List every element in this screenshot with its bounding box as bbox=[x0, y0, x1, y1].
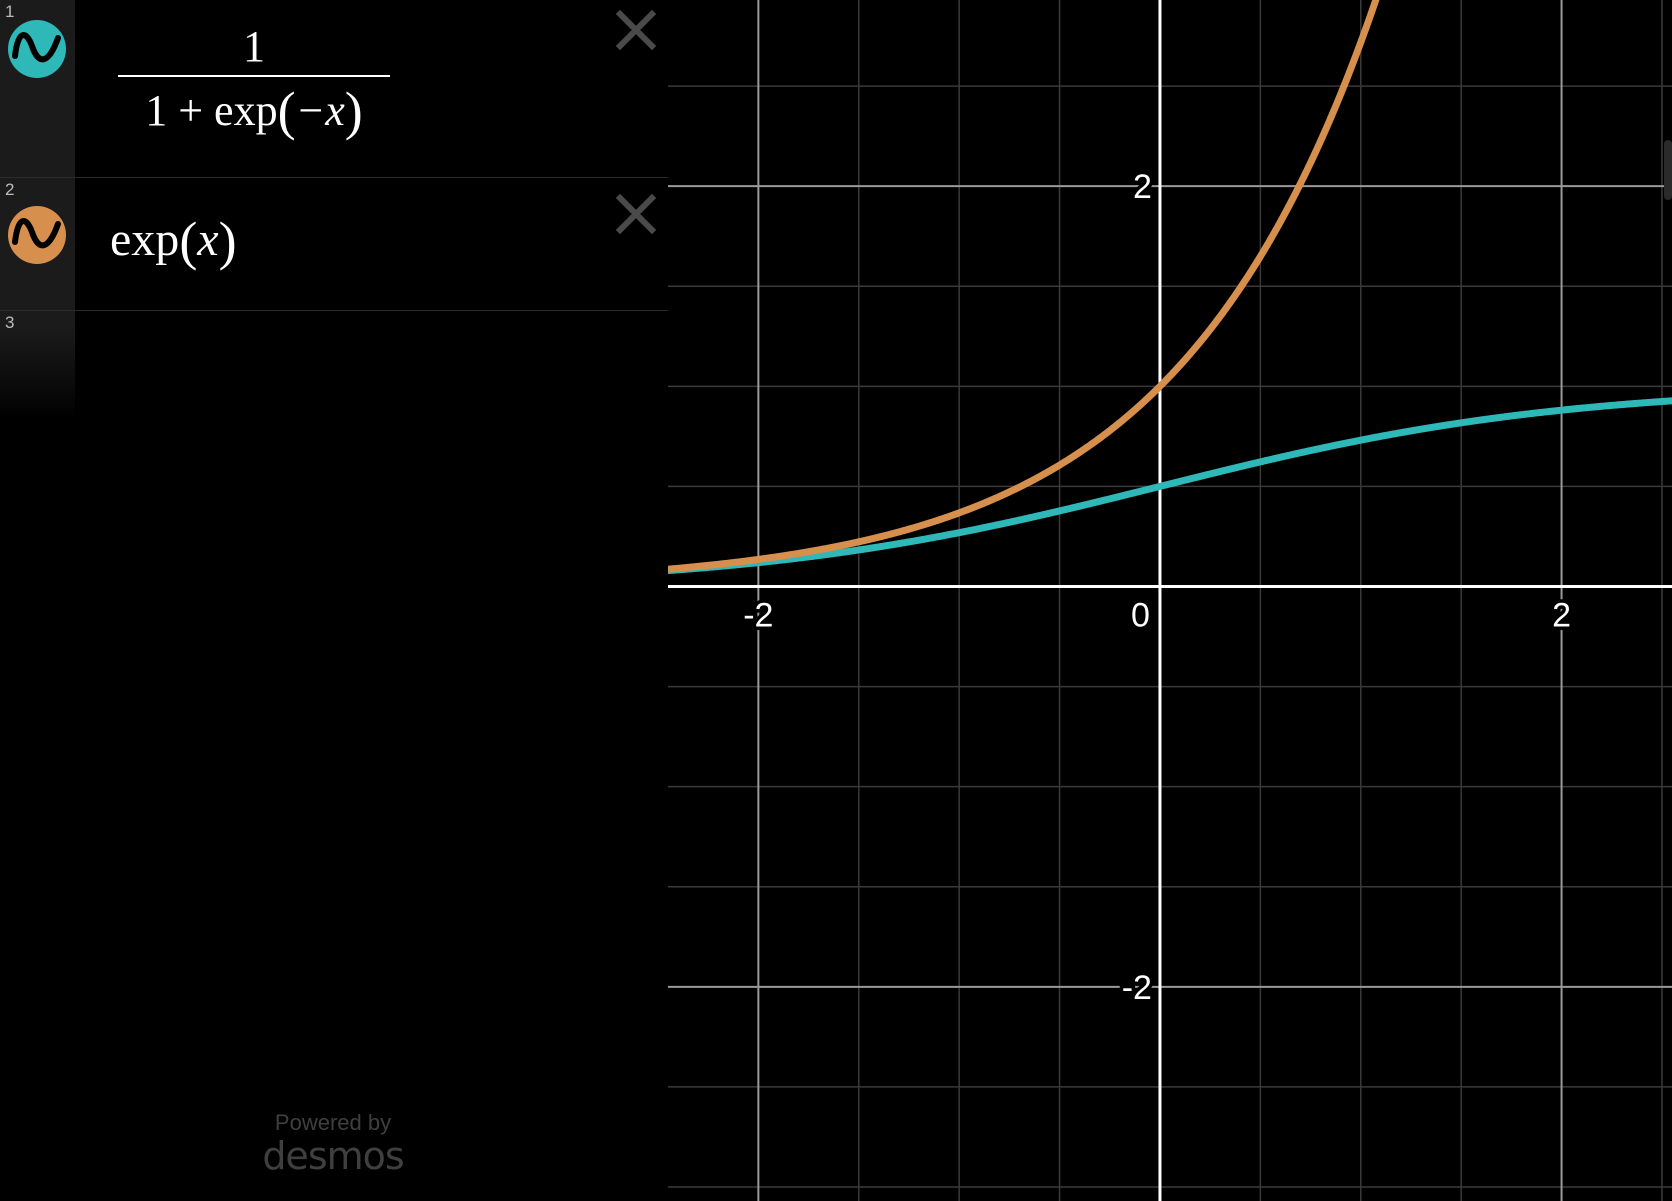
wave-graph-icon[interactable] bbox=[8, 206, 66, 264]
expression-index: 3 bbox=[5, 313, 15, 332]
x-tick-label-halo: 0 bbox=[1131, 596, 1150, 634]
function-argument: x bbox=[197, 213, 219, 266]
fraction-numerator: 1 bbox=[243, 22, 265, 71]
fraction-expression[interactable]: 1 1 + exp(−x) bbox=[118, 22, 390, 139]
exp-expression[interactable]: exp(x) bbox=[110, 206, 237, 271]
expression-row-1[interactable]: 1 1 1 + exp(−x) bbox=[0, 0, 668, 178]
x-tick-label: 0 bbox=[1131, 596, 1150, 634]
function-name: exp bbox=[110, 213, 180, 266]
delete-expression-icon[interactable] bbox=[612, 190, 660, 238]
x-tick-label: -2 bbox=[743, 596, 773, 634]
sigmoid-curve bbox=[668, 397, 1672, 575]
right-paren: ) bbox=[344, 81, 363, 141]
denominator-lead: 1 + exp bbox=[145, 86, 278, 135]
exp-curve bbox=[668, 0, 1380, 573]
left-paren: ( bbox=[179, 211, 198, 271]
graph-paper[interactable]: -2 -2 0 0 2 2 2 2 -2 -2 bbox=[668, 0, 1672, 1201]
x-tick-label-halo: -2 bbox=[743, 596, 773, 634]
y-tick-label-halo: 2 bbox=[1133, 168, 1152, 206]
left-paren: ( bbox=[277, 81, 296, 141]
expression-row-3[interactable]: 3 bbox=[0, 311, 668, 421]
x-tick-label-halo: 2 bbox=[1552, 596, 1571, 634]
fraction-bar bbox=[118, 75, 390, 77]
powered-by-desmos[interactable]: Powered by desmos bbox=[230, 1110, 436, 1176]
expression-index: 1 bbox=[5, 2, 15, 21]
denominator-argument: −x bbox=[295, 86, 345, 135]
expression-row-2[interactable]: 2 exp(x) bbox=[0, 178, 668, 311]
fraction-denominator: 1 + exp(−x) bbox=[118, 79, 390, 139]
powered-by-text: Powered by bbox=[274, 1110, 392, 1135]
y-tick-label: 2 bbox=[1133, 168, 1152, 206]
expression-list: 1 1 1 + exp(−x) 2 bbox=[0, 0, 668, 1201]
wave-graph-icon[interactable] bbox=[8, 20, 66, 78]
delete-expression-icon[interactable] bbox=[612, 6, 660, 54]
x-tick-label: 2 bbox=[1552, 596, 1571, 634]
right-paren: ) bbox=[218, 211, 237, 271]
desmos-logo: desmos bbox=[262, 1134, 404, 1178]
y-tick-label: -2 bbox=[1122, 969, 1152, 1007]
graph-edge-handle bbox=[1664, 140, 1672, 200]
y-tick-label-halo: -2 bbox=[1122, 969, 1152, 1007]
expression-index: 2 bbox=[5, 180, 15, 199]
